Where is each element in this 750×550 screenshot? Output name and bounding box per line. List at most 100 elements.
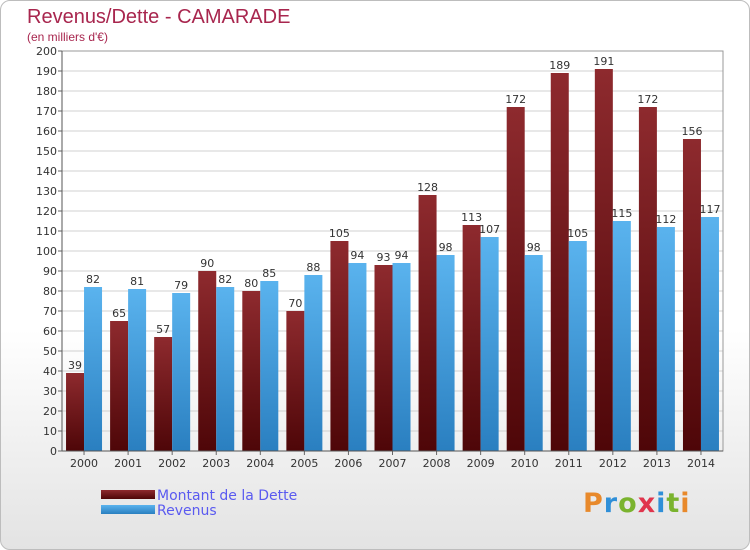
logo-letter: x — [637, 488, 657, 519]
y-tick-label: 70 — [43, 305, 57, 318]
y-tick-label: 140 — [36, 165, 57, 178]
x-tick-label: 2009 — [467, 457, 495, 470]
x-tick-label: 2005 — [290, 457, 318, 470]
revenue-value-label: 107 — [479, 223, 500, 236]
logo-letter: i — [680, 488, 691, 519]
y-tick-label: 80 — [43, 285, 57, 298]
revenue-value-label: 115 — [611, 207, 632, 220]
logo-letter: t — [666, 488, 681, 519]
debt-bar — [682, 139, 701, 451]
revenue-bar — [260, 281, 279, 451]
revenue-bar — [216, 287, 235, 451]
logo-letter: r — [603, 488, 619, 519]
y-tick-label: 130 — [36, 185, 57, 198]
debt-bar — [154, 337, 173, 451]
debt-value-label: 172 — [637, 93, 658, 106]
x-tick-label: 2010 — [511, 457, 539, 470]
debt-value-label: 128 — [417, 181, 438, 194]
revenue-bar — [568, 241, 587, 451]
revenue-bar — [656, 227, 675, 451]
x-tick-label: 2003 — [202, 457, 230, 470]
y-tick-label: 160 — [36, 125, 57, 138]
logo-letter: P — [583, 488, 604, 519]
revenue-value-label: 81 — [130, 275, 144, 288]
y-tick-label: 60 — [43, 325, 57, 338]
debt-value-label: 113 — [461, 211, 482, 224]
y-tick-label: 40 — [43, 365, 57, 378]
y-tick-label: 190 — [36, 65, 57, 78]
y-tick-label: 200 — [36, 45, 57, 58]
revenue-bar — [304, 275, 323, 451]
y-tick-label: 110 — [36, 225, 57, 238]
revenue-bar — [84, 287, 103, 451]
debt-value-label: 39 — [68, 359, 82, 372]
debt-value-label: 93 — [377, 251, 391, 264]
revenue-bar — [524, 255, 543, 451]
revenue-bar — [172, 293, 191, 451]
revenue-value-label: 82 — [218, 273, 232, 286]
legend-swatch-revenue — [101, 505, 155, 514]
debt-value-label: 90 — [200, 257, 214, 270]
y-tick-label: 100 — [36, 245, 57, 258]
revenue-value-label: 98 — [527, 241, 541, 254]
revenue-value-label: 112 — [655, 213, 676, 226]
debt-bar — [66, 373, 85, 451]
y-tick-label: 0 — [50, 445, 57, 458]
debt-bar — [198, 271, 217, 451]
debt-bar — [594, 69, 613, 451]
revenue-value-label: 88 — [306, 261, 320, 274]
revenue-value-label: 94 — [350, 249, 364, 262]
legend-label-debt: Montant de la Dette — [157, 488, 297, 504]
x-tick-label: 2000 — [70, 457, 98, 470]
x-tick-label: 2007 — [379, 457, 407, 470]
revenue-bar — [700, 217, 719, 451]
debt-bar — [462, 225, 481, 451]
y-tick-label: 120 — [36, 205, 57, 218]
x-tick-label: 2014 — [687, 457, 715, 470]
debt-value-label: 191 — [593, 55, 614, 68]
y-tick-label: 10 — [43, 425, 57, 438]
y-tick-label: 50 — [43, 345, 57, 358]
debt-value-label: 172 — [505, 93, 526, 106]
y-tick-label: 30 — [43, 385, 57, 398]
debt-value-label: 189 — [549, 59, 570, 72]
chart-title: Revenus/Dette - CAMARADE — [27, 6, 291, 28]
chart-subtitle: (en milliers d'€) — [27, 30, 108, 44]
debt-value-label: 70 — [288, 297, 302, 310]
debt-bar — [286, 311, 305, 451]
debt-bar — [550, 73, 569, 451]
revenue-bar — [348, 263, 367, 451]
revenue-value-label: 117 — [699, 203, 720, 216]
y-tick-label: 180 — [36, 85, 57, 98]
debt-value-label: 156 — [681, 125, 702, 138]
x-tick-label: 2004 — [246, 457, 274, 470]
revenue-value-label: 85 — [262, 267, 276, 280]
revenue-bar — [612, 221, 631, 451]
debt-bar — [638, 107, 657, 451]
revenue-bar — [392, 263, 411, 451]
revenue-value-label: 79 — [174, 279, 188, 292]
x-tick-label: 2006 — [334, 457, 362, 470]
debt-value-label: 57 — [156, 323, 170, 336]
debt-bar — [110, 321, 129, 451]
x-tick-label: 2012 — [599, 457, 627, 470]
revenue-bar — [436, 255, 455, 451]
revenue-bar — [128, 289, 147, 451]
debt-bar — [506, 107, 525, 451]
x-tick-label: 2013 — [643, 457, 671, 470]
x-tick-label: 2011 — [555, 457, 583, 470]
legend-label-revenue: Revenus — [157, 503, 217, 519]
revenue-value-label: 98 — [439, 241, 453, 254]
x-tick-label: 2001 — [114, 457, 142, 470]
debt-value-label: 65 — [112, 307, 126, 320]
revenue-bar — [480, 237, 499, 451]
y-tick-label: 90 — [43, 265, 57, 278]
y-tick-label: 20 — [43, 405, 57, 418]
debt-bar — [418, 195, 437, 451]
revenue-value-label: 94 — [395, 249, 409, 262]
debt-value-label: 105 — [329, 227, 350, 240]
debt-value-label: 80 — [244, 277, 258, 290]
debt-bar — [330, 241, 349, 451]
